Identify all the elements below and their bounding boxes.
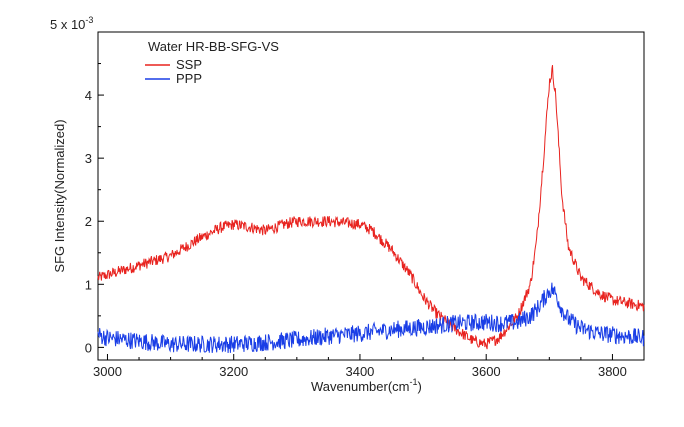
x-tick-label: 3400: [345, 364, 374, 379]
x-axis-ticks: 3000 3200 3400 3600 3800: [93, 354, 645, 379]
x-tick-label: 3000: [93, 364, 122, 379]
y-axis-title: SFG Intensity(Normalized): [52, 119, 67, 272]
x-tick-label: 3200: [219, 364, 248, 379]
x-tick-label: 3800: [598, 364, 627, 379]
series-line-ssp: [97, 65, 645, 350]
legend-ppp-label: PPP: [176, 71, 202, 86]
legend-ssp-label: SSP: [176, 57, 202, 72]
legend-title: Water HR-BB-SFG-VS: [148, 39, 279, 54]
plot-frame: [97, 31, 645, 361]
x-axis-title: Wavenumber(cm-1): [311, 377, 422, 394]
x-tick-label: 3600: [472, 364, 501, 379]
y-tick-label: 0: [85, 340, 92, 355]
y-tick-label: 4: [85, 88, 92, 103]
series-line-ppp: [97, 282, 645, 354]
y-tick-label: 3: [85, 151, 92, 166]
legend: Water HR-BB-SFG-VS SSP PPP: [145, 39, 279, 86]
y-scale-label: 5 x 10-3: [50, 15, 93, 32]
y-tick-label: 1: [85, 277, 92, 292]
ppp-series: [97, 282, 645, 354]
y-axis-ticks: 0 1 2 3 4: [85, 63, 104, 355]
y-tick-label: 2: [85, 214, 92, 229]
ssp-series: [97, 65, 645, 350]
